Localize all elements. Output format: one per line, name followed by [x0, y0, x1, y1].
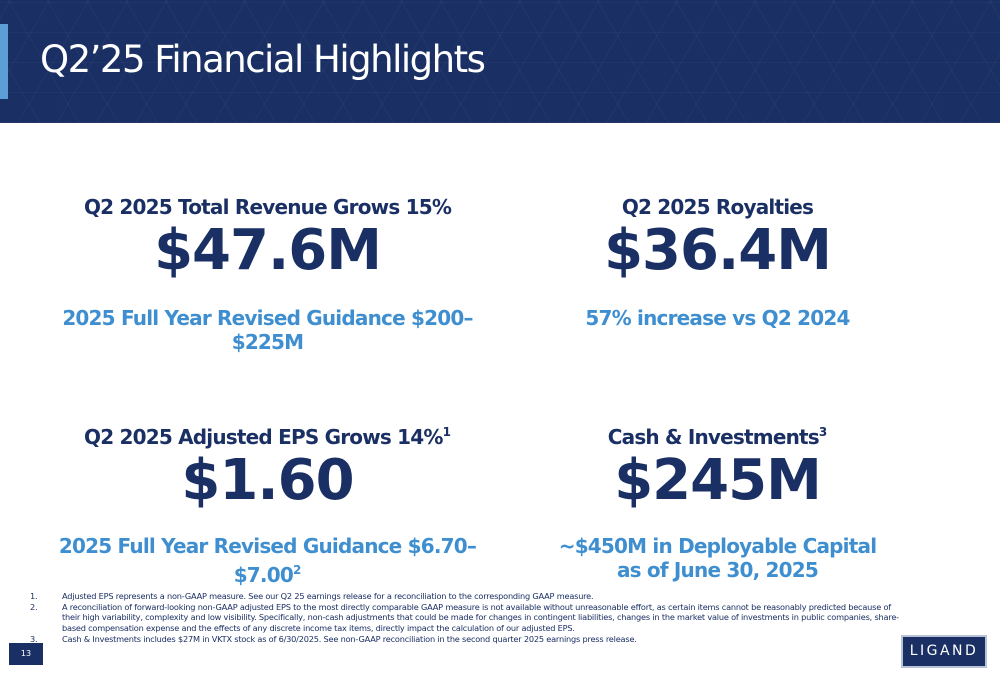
footnote-text: A reconciliation of forward-looking non-…	[62, 601, 899, 634]
header-banner: Q2’25 Financial Highlights	[0, 0, 1000, 123]
eps-heading: Q2 2025 Adjusted EPS Grows 14%	[84, 425, 443, 449]
cash-highlight: Cash & Investments3 $245M ~$450M in Depl…	[540, 419, 895, 582]
footnote-text: Adjusted EPS represents a non-GAAP measu…	[62, 591, 594, 601]
footnote-item: 1. Adjusted EPS represents a non-GAAP me…	[30, 591, 900, 602]
cash-deployable-capital: ~$450M in Deployable Capital as of June …	[540, 534, 895, 582]
eps-guidance-wrap: 2025 Full Year Revised Guidance $6.70–$7…	[40, 534, 495, 587]
eps-heading-wrap: Q2 2025 Adjusted EPS Grows 14%1	[40, 419, 495, 450]
cash-heading-footnote-marker: 3	[818, 425, 828, 439]
royalties-highlight: Q2 2025 Royalties $36.4M 57% increase vs…	[540, 194, 895, 330]
eps-guidance-footnote-marker: 2	[292, 563, 302, 577]
footnote-item: 3. Cash & Investments includes $27M in V…	[30, 634, 900, 645]
footnote-number: 2.	[30, 601, 38, 612]
cash-deployable-line2: as of June 30, 2025	[616, 558, 819, 582]
footnote-number: 3.	[30, 633, 38, 644]
cash-deployable-line1: ~$450M in Deployable Capital	[558, 534, 877, 558]
footnote-item: 2. A reconciliation of forward-looking n…	[30, 602, 900, 634]
cash-heading: Cash & Investments	[607, 425, 820, 449]
ligand-logo: LIGAND	[901, 635, 987, 668]
eps-guidance: 2025 Full Year Revised Guidance $6.70–$7…	[58, 534, 477, 587]
revenue-highlight: Q2 2025 Total Revenue Grows 15% $47.6M 2…	[40, 194, 495, 354]
revenue-guidance: 2025 Full Year Revised Guidance $200–$22…	[62, 306, 473, 354]
eps-heading-footnote-marker: 1	[442, 425, 451, 439]
revenue-value: $47.6M	[154, 218, 382, 283]
page-title: Q2’25 Financial Highlights	[40, 38, 486, 81]
revenue-heading: Q2 2025 Total Revenue Grows 15%	[83, 195, 452, 219]
eps-highlight: Q2 2025 Adjusted EPS Grows 14%1 $1.60 20…	[40, 419, 495, 587]
footnotes: 1. Adjusted EPS represents a non-GAAP me…	[30, 591, 900, 645]
header-accent-bar	[0, 24, 8, 99]
cash-value: $245M	[614, 448, 822, 513]
royalties-growth: 57% increase vs Q2 2024	[585, 306, 850, 330]
royalties-heading: Q2 2025 Royalties	[621, 195, 814, 219]
footnote-text: Cash & Investments includes $27M in VKTX…	[62, 633, 637, 644]
footnote-number: 1.	[30, 591, 38, 601]
royalties-value: $36.4M	[604, 218, 832, 283]
cash-heading-wrap: Cash & Investments3	[540, 419, 895, 450]
eps-value: $1.60	[181, 448, 354, 513]
page-number: 13	[9, 643, 43, 665]
